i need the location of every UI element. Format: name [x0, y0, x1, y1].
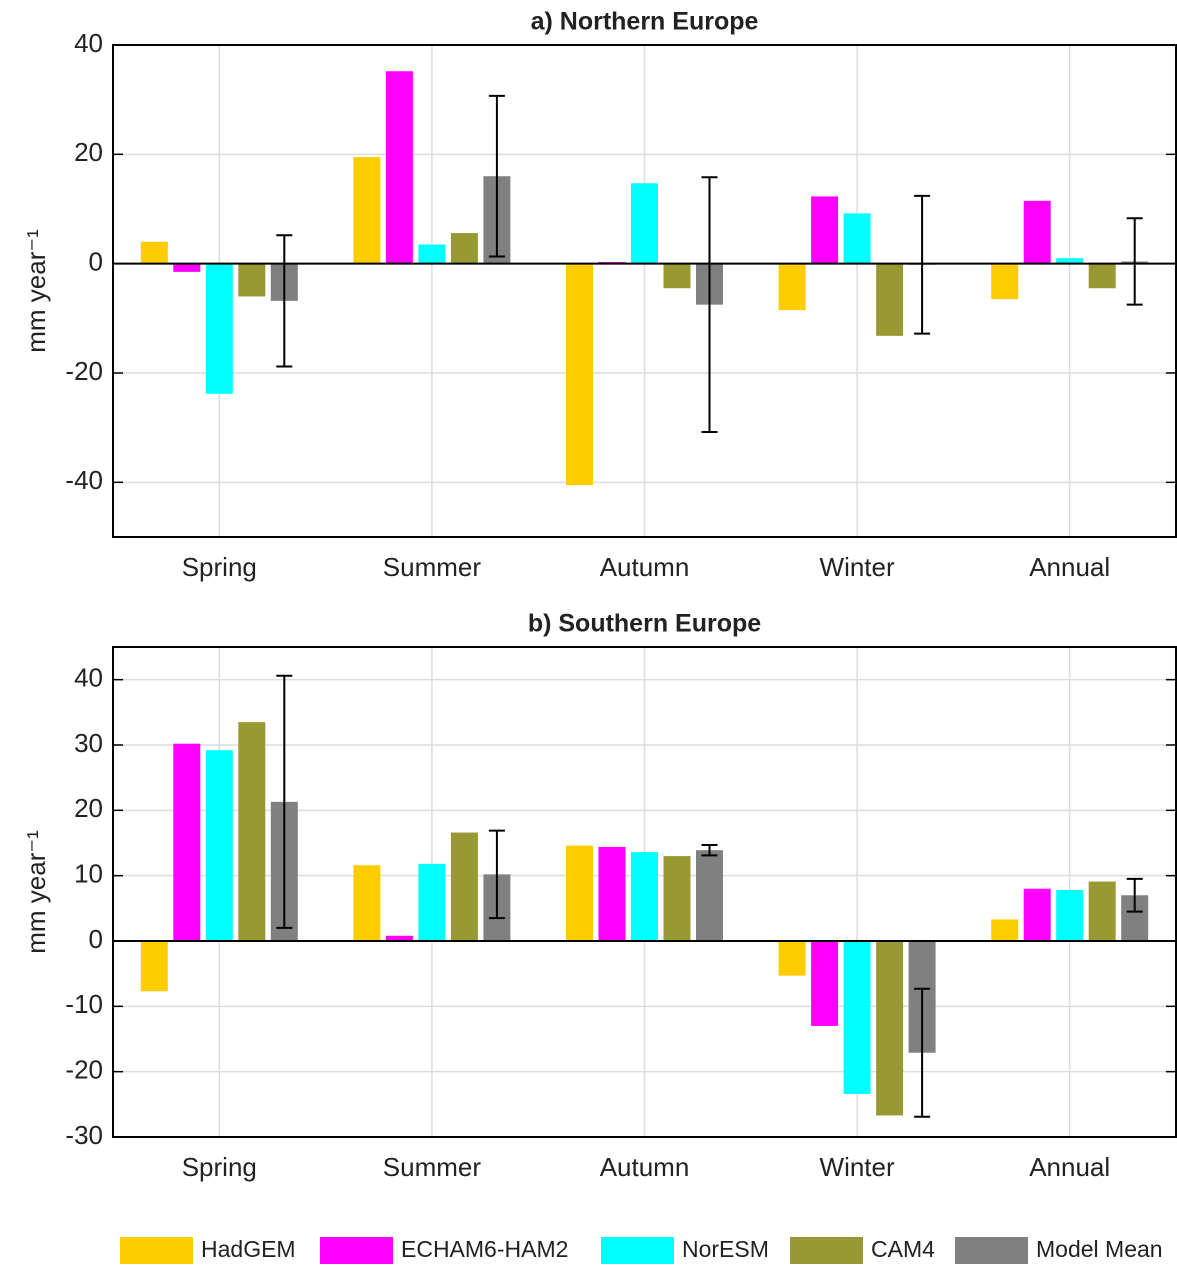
y-tick-label: 10 — [74, 859, 103, 889]
legend-label: NorESM — [682, 1236, 769, 1262]
bar — [238, 263, 266, 297]
bar — [876, 263, 904, 336]
chart-title: a) Northern Europe — [531, 8, 759, 36]
legend-label: HadGEM — [201, 1236, 296, 1262]
error-bar — [701, 843, 718, 857]
bar — [1088, 881, 1116, 941]
bar — [140, 941, 168, 992]
plot-frame — [112, 44, 1177, 538]
error-bar — [488, 829, 505, 920]
bar — [778, 263, 806, 311]
bar — [566, 845, 593, 941]
y-tick-label: -20 — [65, 356, 103, 386]
bar — [991, 919, 1019, 941]
bar — [663, 263, 691, 289]
bar — [418, 863, 446, 941]
y-tick-label: -20 — [65, 1055, 103, 1085]
y-axis-label: mm year⁻¹ — [21, 229, 51, 353]
y-tick-label: -30 — [65, 1120, 103, 1150]
y-tick-label: 40 — [74, 663, 103, 693]
bar — [1088, 263, 1116, 289]
y-tick-label: 20 — [74, 137, 103, 167]
bar — [353, 157, 381, 264]
bar — [631, 852, 658, 941]
bar — [598, 846, 626, 941]
x-tick-label: Summer — [383, 1152, 482, 1182]
error-bar — [1126, 877, 1143, 913]
legend-label: CAM4 — [871, 1236, 935, 1262]
bar — [811, 196, 839, 264]
error-bar — [276, 674, 293, 929]
legend-swatch — [601, 1237, 674, 1264]
x-tick-label: Spring — [182, 552, 257, 582]
y-tick-label: 40 — [74, 28, 103, 58]
bar — [353, 865, 381, 941]
y-tick-label: 0 — [89, 924, 103, 954]
y-tick-label: -40 — [65, 465, 103, 495]
bar — [205, 750, 233, 941]
x-tick-label: Autumn — [600, 552, 690, 582]
bar — [843, 213, 871, 264]
legend-swatch — [955, 1237, 1028, 1264]
bar — [1023, 200, 1051, 264]
bar — [173, 743, 201, 941]
bar — [663, 856, 691, 941]
x-tick-label: Winter — [820, 552, 895, 582]
y-tick-label: 30 — [74, 728, 103, 758]
bar — [991, 263, 1019, 300]
bar — [238, 722, 266, 941]
y-axis-label: mm year⁻¹ — [21, 830, 51, 954]
bar — [385, 935, 413, 941]
x-tick-label: Autumn — [600, 1152, 690, 1182]
x-tick-label: Winter — [820, 1152, 895, 1182]
legend-label: Model Mean — [1036, 1236, 1163, 1262]
legend-swatch — [320, 1237, 393, 1264]
bar — [450, 233, 478, 264]
bar — [696, 850, 723, 941]
bar — [418, 244, 446, 264]
y-tick-label: 20 — [74, 793, 103, 823]
legend-label: ECHAM6-HAM2 — [401, 1236, 568, 1262]
bar — [843, 941, 871, 1094]
bar — [566, 263, 593, 486]
bar — [778, 941, 806, 976]
bar — [811, 941, 839, 1026]
legend-swatch — [120, 1237, 193, 1264]
bar — [140, 241, 168, 264]
bar — [450, 832, 478, 941]
error-bar — [276, 234, 293, 368]
error-bar — [914, 194, 931, 335]
error-bar — [914, 987, 931, 1118]
plot-frame — [112, 646, 1177, 1138]
bar — [385, 71, 413, 264]
bar — [631, 183, 658, 264]
y-tick-label: 0 — [89, 247, 103, 277]
legend-swatch — [790, 1237, 863, 1264]
y-tick-label: -10 — [65, 989, 103, 1019]
bar — [1023, 888, 1051, 941]
bar — [173, 263, 201, 272]
error-bar — [701, 176, 718, 434]
x-tick-label: Summer — [383, 552, 482, 582]
bar — [1056, 890, 1084, 941]
bar — [205, 263, 233, 394]
x-tick-label: Annual — [1029, 1152, 1110, 1182]
bar — [876, 941, 904, 1116]
x-tick-label: Annual — [1029, 552, 1110, 582]
error-bar — [1126, 217, 1143, 306]
chart-title: b) Southern Europe — [528, 610, 761, 638]
x-tick-label: Spring — [182, 1152, 257, 1182]
error-bar — [488, 94, 505, 258]
bar — [1056, 258, 1084, 264]
